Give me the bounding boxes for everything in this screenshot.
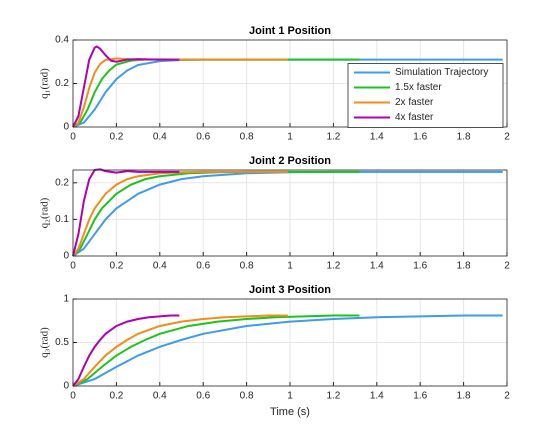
x-tick-label: 1.6 (413, 132, 427, 143)
x-tick-label: 0.4 (153, 261, 167, 272)
y-axis-label: q₂(rad) (39, 197, 51, 228)
x-axis-label: Time (s) (270, 406, 310, 418)
axes-box (72, 39, 508, 128)
x-tick-label: 0.4 (153, 391, 167, 402)
x-tick-label: 0.8 (240, 261, 254, 272)
y-tick-label: 0 (63, 251, 69, 262)
chart-title: Joint 1 Position (249, 25, 331, 37)
y-tick-label: 0.2 (55, 78, 69, 89)
data-line (72, 45, 180, 128)
x-tick-label: 0.2 (109, 261, 123, 272)
legend-label: 1.5x faster (395, 82, 442, 93)
x-tick-label: 0.6 (196, 132, 210, 143)
y-tick-label: 0.5 (55, 337, 69, 348)
chart-title: Joint 3 Position (249, 284, 331, 296)
data-line (72, 314, 288, 387)
x-tick-label: 1.2 (326, 261, 340, 272)
y-tick-label: 0 (63, 381, 69, 392)
x-tick-label: 0 (70, 132, 76, 143)
legend-label: Simulation Trajectory (395, 67, 488, 78)
chart-title: Joint 2 Position (249, 155, 331, 167)
x-tick-label: 0.8 (240, 391, 254, 402)
y-tick-label: 1 (63, 294, 69, 305)
y-tick-label: 0.2 (55, 177, 69, 188)
legend: Simulation Trajectory 1.5x faster 2x faste… (347, 63, 504, 128)
x-tick-label: 1.8 (457, 261, 471, 272)
y-tick-label: 0.4 (55, 35, 69, 46)
x-tick-label: 2 (504, 261, 510, 272)
x-tick-label: 1.8 (457, 391, 471, 402)
data-line (72, 314, 360, 387)
x-tick-label: 0.6 (196, 391, 210, 402)
x-tick-label: 0.8 (240, 132, 254, 143)
x-tick-label: 0.6 (196, 261, 210, 272)
x-tick-label: 2 (504, 132, 510, 143)
axes-box (72, 298, 508, 387)
x-tick-label: 1.4 (370, 261, 384, 272)
x-tick-label: 0 (70, 261, 76, 272)
y-tick-label: 0.1 (55, 214, 69, 225)
x-tick-label: 1.4 (370, 391, 384, 402)
x-tick-label: 0.2 (109, 391, 123, 402)
data-line (72, 314, 180, 387)
x-tick-label: 0.2 (109, 132, 123, 143)
axes-box (72, 169, 508, 257)
x-tick-label: 1.2 (326, 391, 340, 402)
y-axis-label: q₃(rad) (39, 327, 51, 358)
x-tick-label: 1.4 (370, 132, 384, 143)
x-tick-label: 2 (504, 391, 510, 402)
x-tick-label: 1.6 (413, 391, 427, 402)
y-axis-label: q₁(rad) (39, 68, 51, 99)
x-tick-label: 1.8 (457, 132, 471, 143)
x-tick-label: 1 (287, 132, 293, 143)
x-tick-label: 0 (70, 391, 76, 402)
data-line (72, 314, 503, 387)
x-tick-label: 1.6 (413, 261, 427, 272)
x-tick-label: 1 (287, 261, 293, 272)
x-tick-label: 1 (287, 391, 293, 402)
data-line (72, 170, 288, 257)
x-tick-label: 0.4 (153, 132, 167, 143)
y-tick-label: 0 (63, 122, 69, 133)
x-tick-label: 1.2 (326, 132, 340, 143)
legend-label: 2x faster (395, 97, 434, 108)
legend-label: 4x faster (395, 112, 434, 123)
